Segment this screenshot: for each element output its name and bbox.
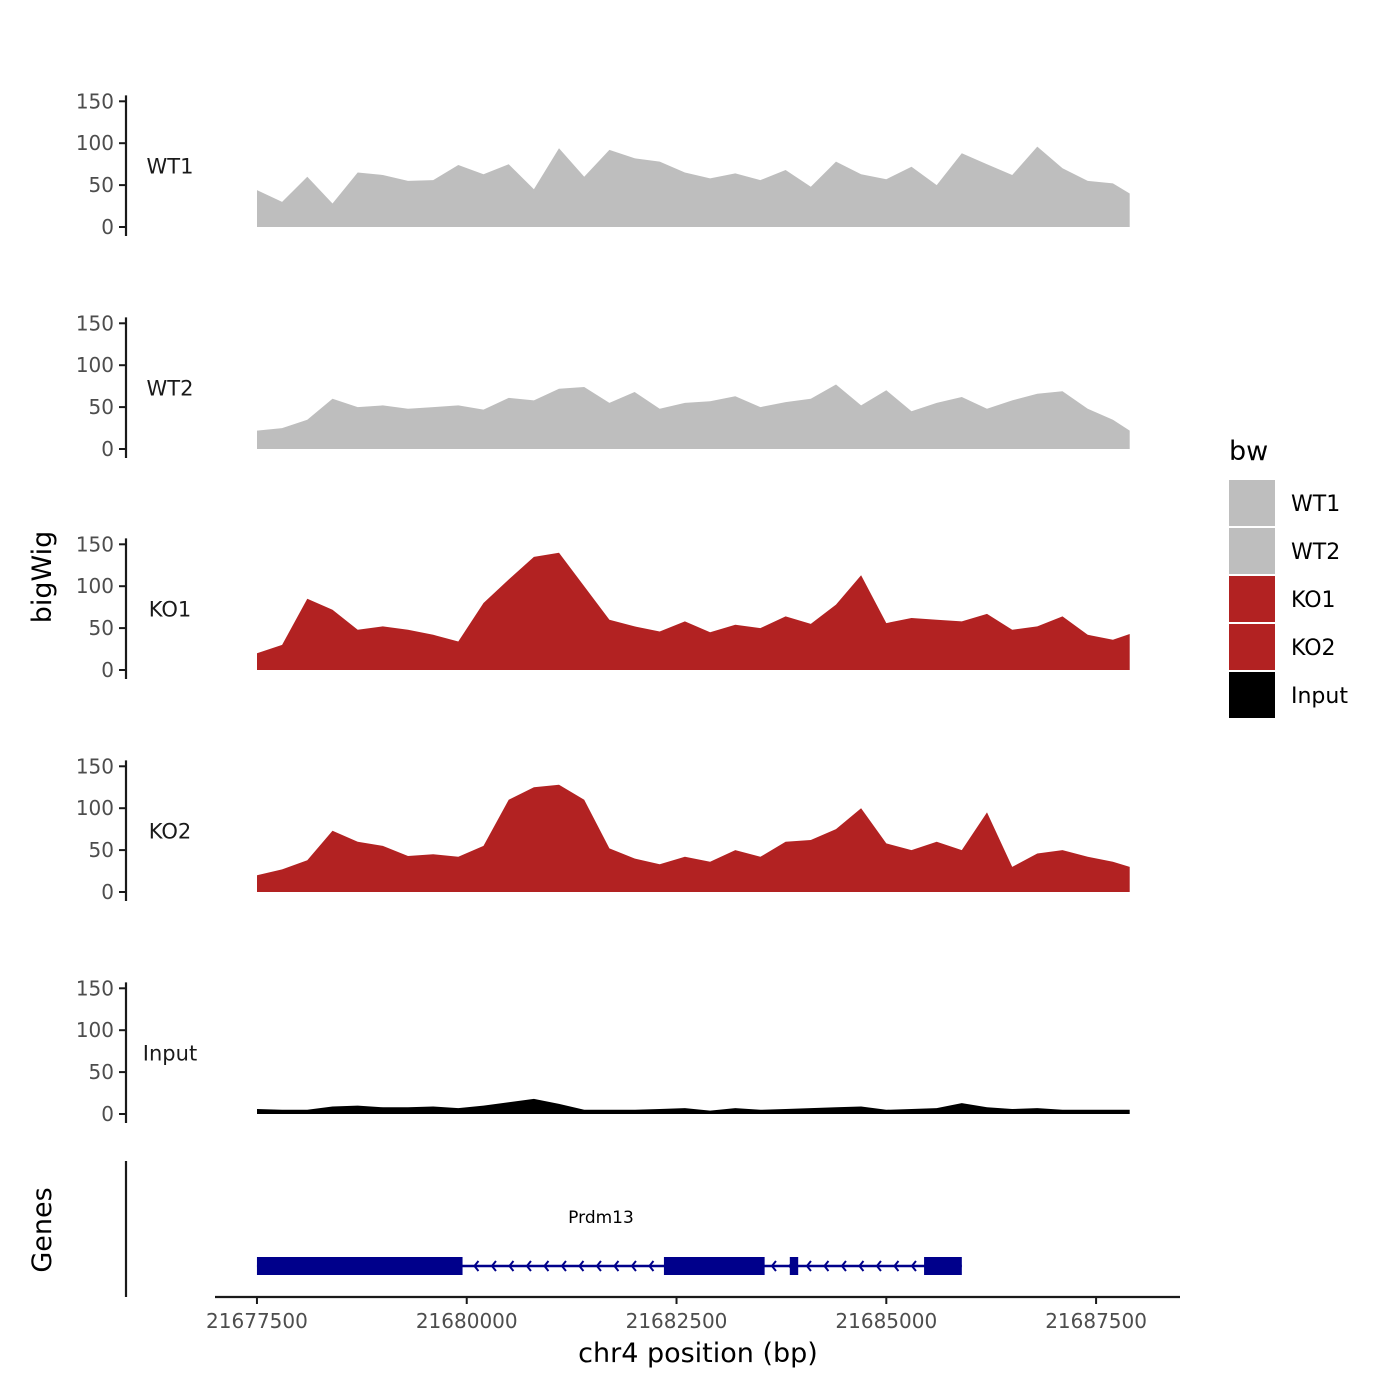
gene-name-label: Prdm13 — [568, 1208, 634, 1228]
track-label: KO1 — [149, 598, 192, 622]
strand-arrow — [490, 1260, 497, 1272]
legend-item-wt2: WT2 — [1229, 528, 1340, 574]
y-tick-label: 0 — [101, 880, 114, 904]
legend-label: KO2 — [1291, 636, 1336, 661]
strand-arrow — [543, 1260, 550, 1272]
track-label: WT1 — [147, 155, 194, 179]
legend-label: Input — [1291, 684, 1348, 709]
legend-item-ko2: KO2 — [1229, 624, 1336, 670]
gene-exon — [789, 1257, 799, 1275]
strand-arrow — [560, 1260, 567, 1272]
gene-prdm13: Prdm13 — [256, 1208, 962, 1275]
y-tick-label: 50 — [89, 616, 114, 640]
legend-label: KO1 — [1291, 588, 1336, 613]
x-tick-label: 21682500 — [626, 1309, 728, 1333]
legend-item-wt1: WT1 — [1229, 480, 1340, 526]
x-axis-title: chr4 position (bp) — [578, 1338, 818, 1369]
series-area-ko1 — [257, 552, 1130, 670]
legend-swatch — [1229, 672, 1275, 718]
y-tick-label: 100 — [76, 131, 114, 155]
y-tick-label: 150 — [76, 89, 114, 113]
strand-arrow — [858, 1260, 865, 1272]
legend-item-input: Input — [1229, 672, 1348, 718]
gene-exon — [663, 1257, 765, 1275]
y-tick-label: 0 — [101, 437, 114, 461]
strand-arrow — [613, 1260, 620, 1272]
strand-arrow — [648, 1260, 655, 1272]
track-ko1: 0 50 100 150 KO1 — [76, 532, 1130, 682]
legend: bw WT1 WT2 KO1 KO2 Input — [1229, 436, 1348, 718]
y-tick-label: 100 — [76, 796, 114, 820]
x-tick-label: 21687500 — [1045, 1309, 1147, 1333]
series-area-wt2 — [257, 384, 1130, 449]
track-input: 0 50 100 150 Input — [76, 976, 1130, 1126]
y-tick-label: 0 — [101, 658, 114, 682]
x-tick-label: 21685000 — [835, 1309, 937, 1333]
y-tick-label: 100 — [76, 353, 114, 377]
signal-tracks: 0 50 100 150 WT1 0 50 100 150 WT2 0 50 100 150 KO1 0 50 1… — [76, 89, 1130, 1126]
y-tick-label: 150 — [76, 311, 114, 335]
genes-panel: Prdm13 — [124, 1161, 962, 1297]
y-tick-label: 0 — [101, 1102, 114, 1126]
strand-arrow — [893, 1260, 900, 1272]
track-wt1: 0 50 100 150 WT1 — [76, 89, 1130, 239]
y-tick-label: 50 — [89, 838, 114, 862]
track-label: KO2 — [149, 820, 192, 844]
y-tick-label: 50 — [89, 1060, 114, 1084]
strand-arrow — [630, 1260, 637, 1272]
strand-arrow — [910, 1260, 917, 1272]
x-tick-label: 21677500 — [206, 1309, 308, 1333]
track-label: WT2 — [147, 377, 194, 401]
y-tick-label: 100 — [76, 1018, 114, 1042]
legend-swatch — [1229, 528, 1275, 574]
legend-label: WT2 — [1291, 540, 1340, 565]
y-tick-label: 0 — [101, 215, 114, 239]
track-wt2: 0 50 100 150 WT2 — [76, 311, 1130, 461]
y-axis-title: bigWig — [27, 531, 58, 624]
series-area-wt1 — [257, 146, 1130, 227]
track-ko2: 0 50 100 150 KO2 — [76, 754, 1130, 904]
legend-swatch — [1229, 624, 1275, 670]
strand-arrow — [595, 1260, 602, 1272]
strand-arrow — [840, 1260, 847, 1272]
series-area-ko2 — [257, 784, 1130, 892]
strand-arrow — [508, 1260, 515, 1272]
legend-swatch — [1229, 480, 1275, 526]
gene-exon — [256, 1257, 463, 1275]
x-axis: 21677500 21680000 21682500 21685000 21687500 — [206, 1295, 1180, 1333]
strand-arrow — [770, 1260, 777, 1272]
legend-title: bw — [1229, 436, 1268, 467]
y-tick-label: 150 — [76, 976, 114, 1000]
strand-arrow — [525, 1260, 532, 1272]
y-tick-label: 150 — [76, 532, 114, 556]
strand-arrow — [473, 1260, 480, 1272]
strand-arrow — [578, 1260, 585, 1272]
legend-label: WT1 — [1291, 492, 1340, 517]
strand-arrow — [805, 1260, 812, 1272]
series-area-input — [257, 1098, 1130, 1114]
legend-swatch — [1229, 576, 1275, 622]
genes-axis-title: Genes — [27, 1187, 58, 1272]
gene-exon — [924, 1257, 962, 1275]
y-tick-label: 150 — [76, 754, 114, 778]
strand-arrow — [823, 1260, 830, 1272]
x-tick-label: 21680000 — [416, 1309, 518, 1333]
track-label: Input — [143, 1042, 197, 1066]
strand-arrow — [875, 1260, 882, 1272]
y-tick-label: 50 — [89, 173, 114, 197]
y-tick-label: 50 — [89, 395, 114, 419]
y-tick-label: 100 — [76, 574, 114, 598]
legend-item-ko1: KO1 — [1229, 576, 1336, 622]
